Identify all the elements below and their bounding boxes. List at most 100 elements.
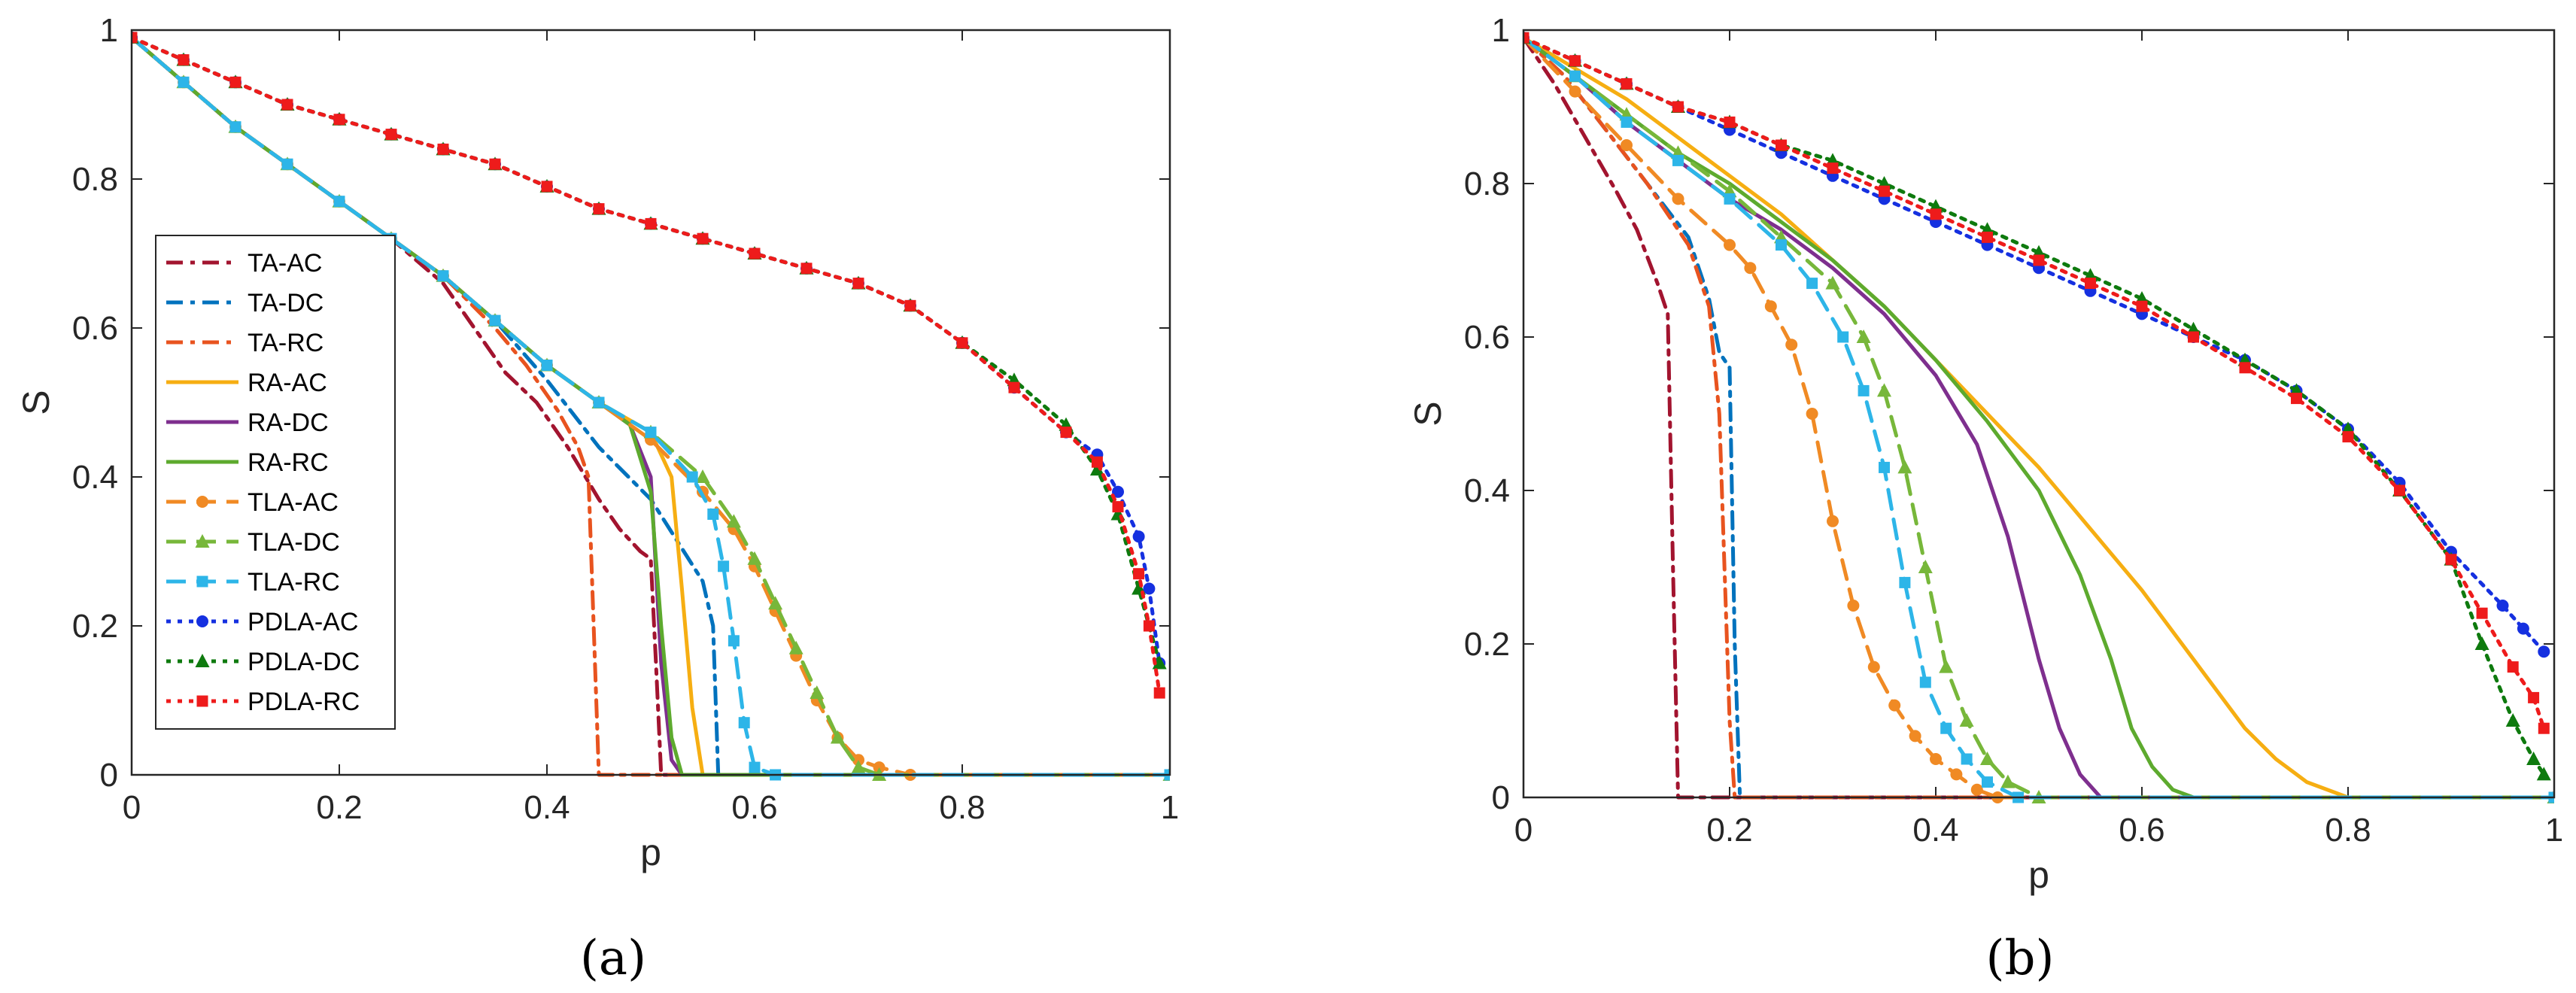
data-point-pdla-rc [697, 232, 709, 244]
series-line-pdla-rc [1523, 35, 2546, 730]
data-point-pdla-rc [1827, 162, 1839, 175]
data-point-pdla-rc [281, 99, 293, 111]
panel-caption: (b) [1986, 931, 2055, 986]
x-tick-label: 0.6 [731, 789, 777, 826]
data-point-tla-dc [747, 551, 762, 565]
data-point-pdla-rc [1112, 501, 1124, 513]
data-point-tla-rc [645, 427, 657, 439]
legend-label-ta-dc: TA-DC [248, 289, 324, 317]
data-point-pdla-ac [1132, 530, 1145, 543]
data-point-pdla-rc [2394, 484, 2405, 496]
data-point-pdla-rc [2445, 554, 2457, 566]
data-point-tla-rc [593, 396, 605, 408]
data-point-tla-ac [1930, 753, 1942, 765]
data-point-tla-ac [1827, 515, 1839, 527]
data-point-tla-dc [1959, 713, 1974, 727]
data-point-tla-rc [437, 270, 449, 282]
y-tick-label: 0 [1492, 779, 1510, 816]
x-tick-label: 0.4 [524, 789, 570, 826]
data-point-pdla-rc [132, 32, 138, 44]
y-tick-label: 0.4 [1464, 472, 1510, 509]
data-point-pdla-dc [2474, 636, 2489, 650]
y-axis-label: S [1407, 401, 1449, 426]
data-point-tla-rc [1982, 776, 1993, 788]
data-point-pdla-rc [1724, 116, 1736, 128]
data-point-tla-ac [1785, 339, 1798, 351]
data-point-tla-rc [686, 471, 698, 483]
data-point-pdla-ac [2496, 600, 2509, 612]
data-point-tla-dc [1897, 460, 1912, 474]
legend-label-ta-rc: TA-RC [248, 329, 324, 357]
legend-marker-pdla-rc [196, 695, 208, 707]
data-point-pdla-rc [2538, 722, 2550, 734]
x-axis-label: p [640, 831, 661, 873]
y-tick-label: 1 [1492, 12, 1510, 49]
data-point-tla-rc [1724, 193, 1736, 205]
data-point-pdla-ac [1112, 485, 1124, 498]
legend-label-pdla-dc: PDLA-DC [248, 648, 360, 676]
data-point-tla-rc [718, 560, 730, 572]
data-point-pdla-rc [852, 278, 864, 290]
legend-label-tla-dc: TLA-DC [248, 528, 340, 557]
x-tick-label: 0.2 [1706, 812, 1752, 849]
data-point-tla-ac [1867, 660, 1880, 673]
data-point-pdla-ac [2517, 622, 2529, 635]
data-point-pdla-rc [1008, 381, 1020, 393]
legend-marker-tla-rc [196, 575, 208, 588]
data-point-tla-ac [1970, 783, 1983, 796]
data-point-tla-rc [1806, 278, 1818, 290]
data-point-pdla-dc [1089, 462, 1104, 476]
data-point-tla-dc [2000, 774, 2016, 788]
data-point-tla-rc [281, 158, 293, 170]
legend-label-pdla-rc: PDLA-RC [248, 688, 360, 716]
data-point-pdla-rc [2136, 300, 2148, 312]
data-point-tla-ac [1569, 85, 1581, 98]
data-point-tla-dc [851, 760, 866, 774]
data-point-tla-rc [1879, 461, 1890, 473]
data-point-tla-rc [1672, 154, 1684, 166]
data-point-tla-dc [1939, 659, 1954, 673]
y-tick-label: 0.8 [1464, 166, 1510, 202]
data-point-tla-ac [1847, 600, 1860, 612]
data-point-tla-rc [333, 196, 345, 208]
data-point-tla-dc [1856, 329, 1871, 343]
data-point-tla-rc [1919, 676, 1931, 688]
data-point-tla-dc [1825, 275, 1840, 290]
data-point-pdla-rc [541, 181, 553, 193]
data-point-pdla-rc [1776, 139, 1787, 151]
data-point-pdla-rc [1523, 32, 1530, 44]
data-point-pdla-rc [645, 217, 657, 229]
data-point-pdla-rc [385, 129, 397, 141]
x-axis-label: p [2028, 854, 2049, 896]
data-point-pdla-rc [2033, 254, 2045, 266]
y-axis-label: S [15, 390, 57, 415]
data-point-pdla-rc [593, 203, 605, 215]
y-tick-label: 0.4 [72, 459, 118, 496]
data-point-pdla-rc [800, 263, 813, 275]
data-point-pdla-rc [1133, 568, 1145, 580]
data-point-tla-dc [726, 514, 741, 528]
data-point-pdla-ac [1143, 582, 1156, 595]
x-tick-label: 0.4 [1912, 812, 1958, 849]
data-point-pdla-rc [178, 54, 190, 66]
data-point-pdla-dc [2536, 767, 2551, 781]
legend-marker-tla-dc [195, 534, 210, 548]
x-tick-label: 1 [2545, 812, 2563, 849]
data-point-pdla-rc [1930, 208, 1942, 220]
data-point-tla-rc [1940, 722, 1952, 734]
legend-marker-pdla-ac [196, 615, 208, 627]
data-point-tla-ac [1672, 193, 1684, 205]
data-point-tla-rc [738, 717, 750, 729]
y-tick-label: 0.6 [72, 310, 118, 347]
data-point-pdla-rc [2239, 362, 2251, 374]
data-point-tla-ac [1724, 238, 1736, 251]
x-tick-label: 0.8 [939, 789, 985, 826]
legend-box [155, 235, 396, 730]
data-point-pdla-rc [333, 114, 345, 126]
x-tick-label: 0.8 [2325, 812, 2371, 849]
data-point-tla-rc [707, 509, 719, 520]
data-point-pdla-rc [437, 143, 449, 155]
legend-label-tla-ac: TLA-AC [248, 488, 339, 517]
data-point-tla-rc [178, 76, 190, 88]
